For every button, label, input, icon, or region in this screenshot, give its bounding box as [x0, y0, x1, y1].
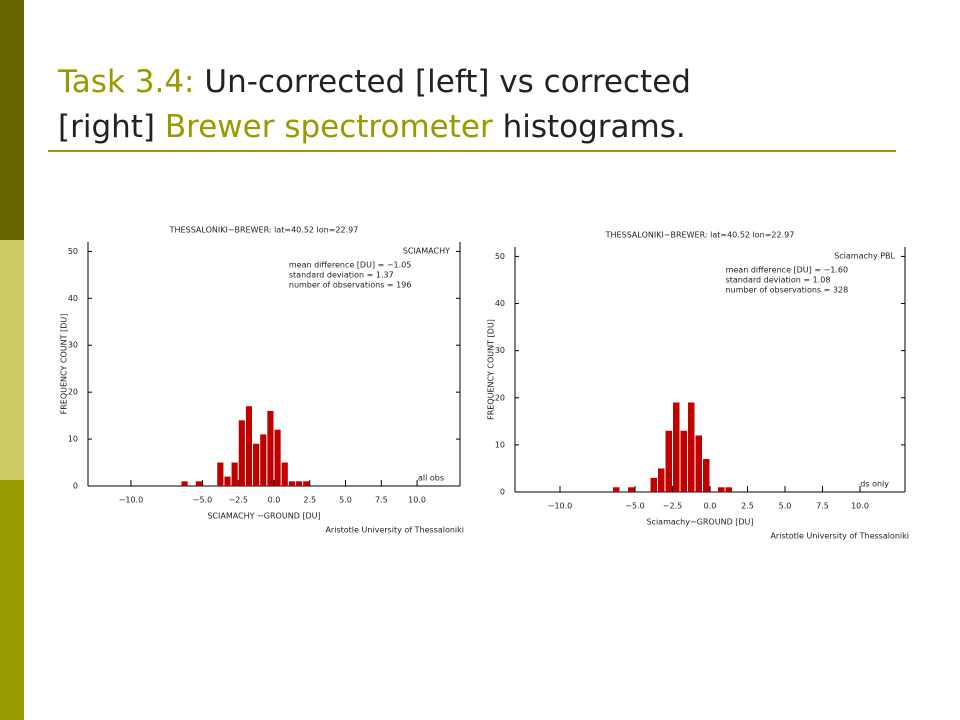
x-tick-label: 10.0	[408, 496, 426, 505]
histogram-bar	[295, 481, 303, 486]
x-tick-label: −2.5	[229, 496, 248, 505]
title-part: [right]	[58, 109, 156, 145]
y-tick-label: 10	[495, 440, 505, 449]
histogram-bar	[688, 402, 695, 492]
x-tick-label: 0.0	[704, 502, 717, 511]
histogram-bar	[665, 430, 672, 492]
annotation: mean difference [DU] = −1.05	[289, 261, 412, 270]
x-tick-label: −10.0	[548, 502, 573, 511]
x-tick-label: 2.5	[303, 496, 316, 505]
histogram-bar	[281, 462, 288, 486]
annotation: standard deviation = 1.37	[289, 271, 394, 280]
side-band	[0, 240, 24, 480]
y-tick-label: 50	[495, 252, 505, 261]
x-tick-label: −10.0	[119, 496, 144, 505]
histogram-bar	[231, 462, 238, 486]
x-tick-label: 5.0	[779, 502, 792, 511]
legend-label: Sciamachy PBL	[834, 252, 895, 261]
histogram-bar	[260, 434, 267, 486]
slide-title: Task 3.4: Un-corrected [left] vs correct…	[58, 60, 918, 150]
title-rule	[48, 150, 896, 152]
y-tick-label: 30	[68, 341, 78, 350]
x-tick-label: −2.5	[663, 502, 682, 511]
y-tick-label: 20	[495, 393, 505, 402]
y-tick-label: 0	[500, 488, 505, 497]
y-tick-label: 40	[495, 299, 505, 308]
histogram-bar	[613, 487, 620, 492]
histogram-bar	[703, 459, 710, 492]
histogram-bar	[680, 430, 687, 492]
note: all obs	[418, 474, 444, 483]
histogram-bar	[695, 435, 702, 492]
y-axis-label: FREQUENCY COUNT [DU]	[60, 314, 69, 415]
y-tick-label: 0	[73, 482, 78, 491]
histogram-bar	[274, 429, 281, 486]
histogram-bar	[181, 481, 188, 486]
histogram-bar	[267, 410, 274, 486]
note: ds only	[860, 480, 889, 489]
side-band	[0, 0, 24, 240]
x-tick-label: 7.5	[375, 496, 388, 505]
annotation: number of observations = 196	[289, 281, 412, 290]
y-axis-label: FREQUENCY COUNT [DU]	[487, 319, 496, 420]
y-tick-label: 40	[68, 294, 78, 303]
x-tick-label: 10.0	[851, 502, 869, 511]
chart-title: THESSALONIKI−BREWER: lat=40.52 lon=22.97	[605, 231, 795, 240]
x-tick-label: −5.0	[625, 502, 644, 511]
histogram-bar	[303, 481, 310, 486]
y-tick-label: 30	[495, 346, 505, 355]
histogram-bar	[650, 477, 657, 492]
x-axis-label: SCIAMACHY −GROUND [DU]	[207, 512, 320, 521]
histogram-bar	[217, 462, 224, 486]
histogram-bar	[224, 476, 231, 486]
credit: Aristotle University of Thessaloniki	[770, 532, 909, 541]
x-tick-label: 0.0	[268, 496, 281, 505]
histogram-bar	[673, 402, 680, 492]
histogram-bar	[288, 481, 295, 486]
histogram-bar	[238, 420, 245, 486]
x-tick-label: −5.0	[193, 496, 212, 505]
chart-title: THESSALONIKI−BREWER: lat=40.52 lon=22.97	[169, 226, 359, 235]
y-tick-label: 50	[68, 247, 78, 256]
title-part: histograms.	[502, 109, 686, 145]
histogram-bar	[195, 481, 202, 486]
histogram-bar	[253, 443, 260, 486]
title-part: Task 3.4:	[58, 64, 195, 100]
title-part: Brewer spectrometer	[164, 109, 493, 145]
x-tick-label: 2.5	[741, 502, 754, 511]
histogram-bar	[718, 487, 725, 492]
annotation: number of observations = 328	[726, 286, 849, 295]
histogram-bar	[658, 468, 665, 492]
credit: Aristotle University of Thessaloniki	[325, 526, 464, 535]
y-tick-label: 20	[68, 388, 78, 397]
annotation: standard deviation = 1.08	[726, 276, 831, 285]
x-tick-label: 5.0	[339, 496, 352, 505]
histogram-bar	[725, 487, 732, 492]
legend-label: SCIAMACHY	[403, 247, 450, 256]
y-tick-label: 10	[68, 435, 78, 444]
histogram-bar	[628, 487, 635, 492]
x-tick-label: 7.5	[816, 502, 829, 511]
title-part: Un-corrected [left] vs corrected	[204, 64, 691, 100]
histogram-bar	[245, 406, 253, 486]
side-band	[0, 480, 24, 720]
annotation: mean difference [DU] = −1.60	[726, 266, 849, 275]
x-axis-label: Sciamachy−GROUND [DU]	[646, 518, 753, 527]
